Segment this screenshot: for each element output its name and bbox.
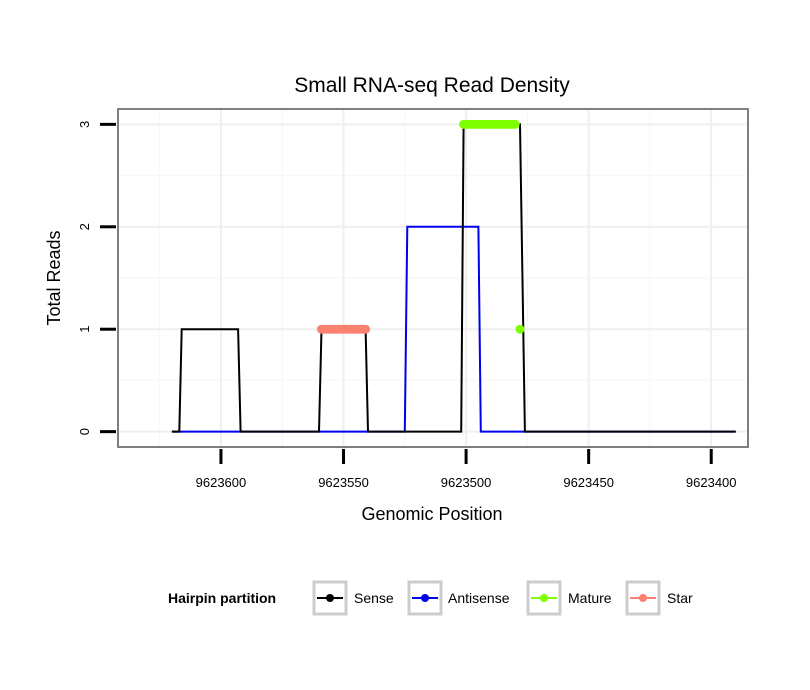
- legend-label: Star: [667, 590, 693, 606]
- x-tick-label: 9623550: [318, 475, 369, 490]
- y-axis-title: Total Reads: [44, 230, 64, 325]
- x-tick-label: 9623600: [196, 475, 247, 490]
- data-point-star: [361, 324, 371, 334]
- x-tick-label: 9623450: [563, 475, 614, 490]
- chart-title: Small RNA-seq Read Density: [294, 74, 570, 97]
- plot-border: [117, 108, 749, 448]
- legend-item-mature: Mature: [526, 580, 612, 616]
- x-axis-title: Genomic Position: [361, 504, 502, 524]
- legend-key-point: [421, 594, 429, 602]
- x-tick-label: 9623400: [686, 475, 737, 490]
- legend-item-antisense: Antisense: [407, 580, 510, 616]
- legend-label: Sense: [354, 590, 394, 606]
- y-tick-label: 1: [77, 326, 92, 333]
- legend-key-point: [540, 594, 548, 602]
- legend-item-star: Star: [625, 580, 693, 616]
- y-tick-label: 2: [77, 223, 92, 230]
- legend-title: Hairpin partition: [168, 590, 276, 606]
- data-point-mature: [515, 324, 525, 334]
- y-tick-label: 0: [77, 428, 92, 435]
- legend-key-point: [639, 594, 647, 602]
- data-point-mature: [510, 119, 520, 129]
- legend-label: Antisense: [448, 590, 510, 606]
- legend-item-sense: Sense: [312, 580, 394, 616]
- legend-key-point: [326, 594, 334, 602]
- y-tick-label: 3: [77, 121, 92, 128]
- legend: Hairpin partition Sense Antisense Mature St…: [168, 580, 693, 616]
- plot-area: 0 1 2 3 9623600 9623550 9623500 9623450 9623400: [77, 108, 749, 490]
- x-tick-label: 9623500: [441, 475, 492, 490]
- legend-label: Mature: [568, 590, 612, 606]
